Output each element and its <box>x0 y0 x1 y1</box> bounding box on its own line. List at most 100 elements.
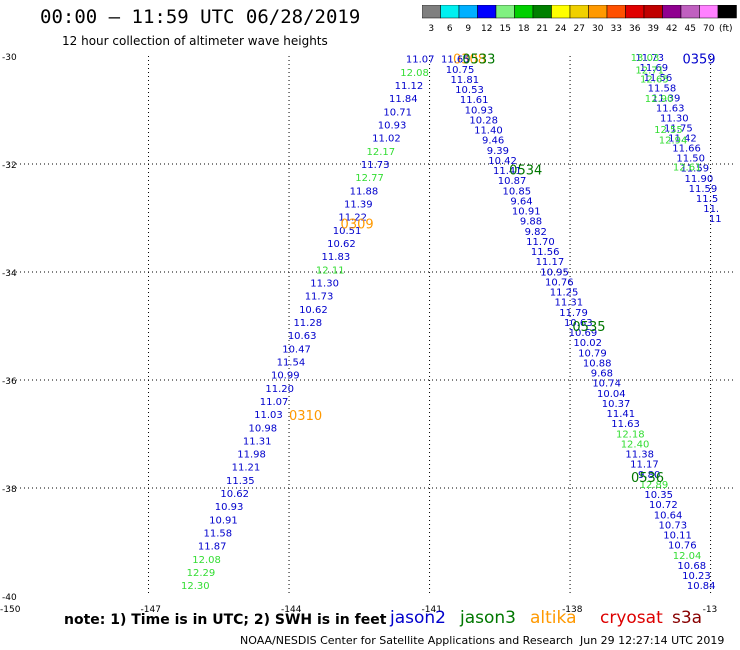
wave-height-value: 10.11 <box>663 531 692 542</box>
wave-height-value: 10.93 <box>465 105 494 116</box>
lat-tick-label: -34 <box>2 269 17 279</box>
lat-tick-label: -40 <box>2 593 17 603</box>
wave-height-value: 10.79 <box>578 348 607 359</box>
pass-time-label: 0359 <box>682 53 715 68</box>
wave-height-value: 10.84 <box>687 581 716 592</box>
legend-label: 12 <box>481 24 492 34</box>
sat-label-altika: altika <box>530 608 577 628</box>
wave-height-value: 12.29 <box>187 568 216 579</box>
wave-height-value: 11.73 <box>305 292 334 303</box>
sat-label-cryosat: cryosat <box>600 608 663 628</box>
legend-label: 18 <box>518 24 530 34</box>
wave-height-value: 11.21 <box>232 463 261 474</box>
lat-tick-label: -30 <box>2 53 17 63</box>
legend-label: 15 <box>500 24 511 34</box>
wave-height-value: 10.53 <box>455 85 484 96</box>
wave-height-value: 10.35 <box>644 490 673 501</box>
legend-swatch <box>717 5 737 19</box>
wave-height-value: 12.18 <box>616 429 645 440</box>
wave-height-value: 10.88 <box>583 358 612 369</box>
wave-height-value: 11.58 <box>204 529 233 540</box>
wave-height-value: 11.25 <box>550 288 579 299</box>
wave-height-value: 11.39 <box>652 93 681 104</box>
legend-label: 45 <box>685 24 696 34</box>
wave-height-value: 11.75 <box>664 123 693 134</box>
wave-height-value: 10.98 <box>248 423 277 434</box>
wave-height-value: 13.03 <box>631 53 660 64</box>
wave-height-value: 10.93 <box>215 502 244 513</box>
wave-height-value: 9.68 <box>591 369 613 380</box>
wave-height-value: 12.11 <box>316 265 345 276</box>
wave-height-value: 10.42 <box>488 156 517 167</box>
wave-height-value: 11.83 <box>322 252 351 263</box>
wave-height-value: 10.75 <box>446 65 475 76</box>
wave-height-value: 10.64 <box>654 510 683 521</box>
wave-height-value: 11.69 <box>639 63 668 74</box>
wave-height-value: 11.42 <box>668 134 697 145</box>
wave-height-value: 11.58 <box>648 83 677 94</box>
wave-height-value: 11. <box>703 204 719 215</box>
pass-time-label: 0308 <box>453 53 486 68</box>
wave-height-value: 12.08 <box>400 68 429 79</box>
generated-timestamp: Jun 29 12:27:14 UTC 2019 <box>580 634 725 647</box>
lat-tick-label: -32 <box>2 161 17 171</box>
wave-height-value: 10.47 <box>282 344 311 355</box>
wave-height-value: 10.02 <box>573 338 602 349</box>
wave-height-value: 10.85 <box>502 186 531 197</box>
sat-label-s3a: s3a <box>672 608 703 628</box>
wave-height-value: 10.62 <box>299 305 328 316</box>
pass-time-label: 0536 <box>631 471 664 486</box>
wave-height-value: 12.08 <box>192 555 221 566</box>
lon-tick-label: -144 <box>281 605 302 615</box>
wave-height-value: 10.51 <box>333 226 362 237</box>
legend-label: 27 <box>574 24 585 34</box>
wave-height-value: 9.80 <box>638 470 660 481</box>
wave-height-value: 12.94 <box>659 136 688 147</box>
wave-height-value: 11.70 <box>526 237 555 248</box>
wave-height-value: 12.61 <box>673 163 702 174</box>
wave-height-value: 12.04 <box>673 551 702 562</box>
wave-height-value: 12.65 <box>640 75 669 86</box>
wave-height-value: 10.63 <box>564 318 593 329</box>
wave-height-value: 11.28 <box>293 318 322 329</box>
wave-height-value: 10.62 <box>327 239 356 250</box>
lon-tick-label: -150 <box>0 605 21 615</box>
wave-height-value: 11.50 <box>676 154 705 165</box>
wave-height-value: 11.20 <box>265 384 294 395</box>
wave-height-value: 11.90 <box>685 174 714 185</box>
wave-height-value: 12.89 <box>640 480 669 491</box>
wave-height-value: 10.63 <box>288 331 317 342</box>
wave-height-value: 12.77 <box>355 173 384 184</box>
wave-height-value: 11.54 <box>277 357 306 368</box>
wave-height-value: 10.93 <box>378 121 407 132</box>
wave-height-value: 9.46 <box>482 136 504 147</box>
wave-height-value: 12.71 <box>635 66 664 77</box>
pass-time-label: 0534 <box>509 163 542 178</box>
lat-tick-label: -38 <box>2 485 17 495</box>
wave-height-value: 11.73 <box>361 160 390 171</box>
wave-height-value: 11.17 <box>536 257 565 268</box>
wave-height-value: 11.87 <box>198 542 227 553</box>
wave-height-value: 11.5 <box>696 194 718 205</box>
wave-height-value: 11.02 <box>372 134 401 145</box>
wave-height-value: 11.07 <box>260 397 289 408</box>
legend-label: 30 <box>592 24 604 34</box>
wave-height-value: 11.63 <box>656 103 685 114</box>
wave-height-value: 12.17 <box>367 147 396 158</box>
legend-label: 21 <box>537 24 548 34</box>
wave-height-value: 10.62 <box>220 489 249 500</box>
page-subtitle: 12 hour collection of altimeter wave hei… <box>62 34 328 48</box>
wave-height-value: 12.90 <box>645 94 674 105</box>
wave-height-value: 11.61 <box>460 95 489 106</box>
wave-height-value: 12.40 <box>621 439 650 450</box>
wave-height-value: 11.88 <box>350 186 379 197</box>
wave-height-value: 11.31 <box>554 298 583 309</box>
wave-height-value: 10.74 <box>592 379 621 390</box>
color-legend: 3 6 9 12 15 18 21 24 27 30 33 36 39 42 45 70 (ft) <box>422 5 737 34</box>
wave-height-value: 10.76 <box>668 541 697 552</box>
wave-height-value: 11.56 <box>644 73 673 84</box>
wave-height-value: 10.28 <box>469 115 498 126</box>
legend-label: 33 <box>611 24 622 34</box>
